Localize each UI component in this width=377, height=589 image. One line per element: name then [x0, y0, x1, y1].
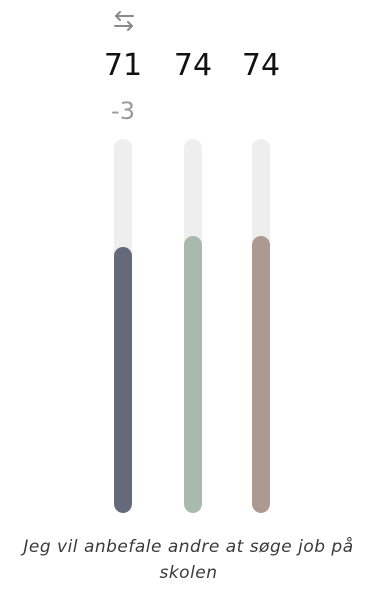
score-bar-fill-2	[184, 236, 202, 513]
swap-arrows-icon[interactable]	[111, 8, 137, 34]
score-value-1: 71	[103, 48, 143, 83]
score-bar-fill-3	[252, 236, 270, 513]
score-value-3: 74	[241, 48, 281, 83]
swap-arrows-glyph	[114, 11, 134, 31]
score-bar-fill-1	[114, 247, 132, 513]
score-value-2: 74	[173, 48, 213, 83]
score-bar-2	[184, 139, 202, 513]
statement-text: Jeg vil anbefale andre at søge job på sk…	[23, 537, 354, 583]
score-bar-1	[114, 139, 132, 513]
score-difference: -3	[111, 97, 135, 125]
score-bar-3	[252, 139, 270, 513]
